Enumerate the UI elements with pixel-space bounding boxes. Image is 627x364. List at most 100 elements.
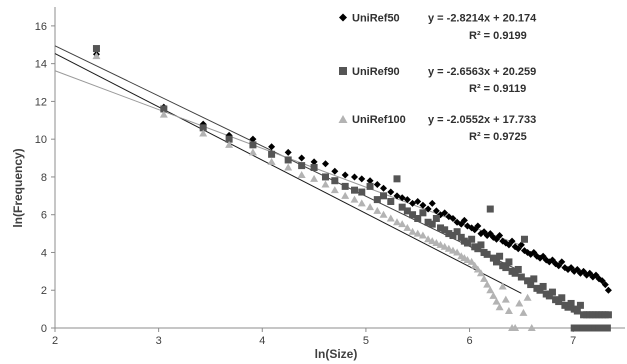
data-point — [298, 155, 305, 162]
data-point — [342, 183, 349, 190]
data-point — [374, 181, 381, 188]
x-tick-label: 4 — [259, 335, 265, 347]
legend-marker-diamond-icon — [339, 14, 347, 22]
data-point — [321, 180, 329, 187]
data-point — [393, 218, 401, 225]
data-point — [515, 299, 523, 306]
data-point — [284, 164, 292, 171]
data-point — [342, 172, 349, 179]
data-point — [285, 149, 292, 156]
data-point — [540, 283, 547, 290]
data-point — [496, 253, 503, 260]
data-point — [502, 296, 510, 303]
series-uniref90 — [93, 45, 612, 331]
y-tick-label: 14 — [35, 59, 47, 71]
data-point — [311, 164, 318, 171]
legend-marker-square-icon — [339, 67, 347, 75]
data-point — [367, 183, 374, 190]
data-point — [505, 258, 512, 265]
data-point — [380, 192, 387, 199]
y-tick-label: 16 — [35, 21, 47, 33]
data-point — [429, 200, 436, 207]
x-tick-label: 3 — [156, 335, 162, 347]
data-point — [605, 287, 612, 294]
data-point — [366, 203, 374, 210]
trendline-r-squared: R² = 0.9199 — [469, 30, 527, 42]
legend-label: UniRef50 — [352, 13, 400, 25]
series-uniref50 — [93, 51, 612, 294]
y-tick-label: 2 — [41, 285, 47, 297]
legend: UniRef50 y = -2.8214x + 20.174 R² = 0.91… — [339, 13, 538, 144]
data-point — [93, 45, 100, 52]
data-point — [358, 199, 366, 206]
data-point — [387, 189, 394, 196]
data-point — [374, 196, 381, 203]
data-point — [387, 198, 394, 205]
data-point — [358, 189, 365, 196]
data-point — [380, 211, 388, 218]
data-point — [351, 173, 358, 180]
data-point — [310, 175, 318, 182]
data-point — [331, 177, 338, 184]
data-point — [549, 289, 556, 296]
data-point — [322, 160, 329, 167]
data-point — [519, 309, 527, 316]
y-tick-label: 8 — [41, 172, 47, 184]
data-point — [298, 171, 306, 178]
data-point — [351, 196, 359, 203]
trendline-equation: y = -2.0552x + 17.733 — [428, 114, 536, 126]
data-point — [322, 173, 329, 180]
data-point — [331, 168, 338, 175]
legend-entry-uniref100: UniRef100 y = -2.0552x + 17.733 R² = 0.9… — [339, 114, 537, 143]
legend-entry-uniref90: UniRef90 y = -2.6563x + 20.259 R² = 0.91… — [339, 66, 536, 95]
data-point — [521, 236, 528, 243]
y-axis-ticks: 0246810121416 — [35, 21, 55, 335]
data-point — [92, 52, 100, 59]
data-point — [351, 187, 358, 194]
data-point — [380, 185, 387, 192]
data-point — [358, 175, 365, 182]
x-tick-label: 2 — [52, 335, 58, 347]
y-tick-label: 6 — [41, 210, 47, 222]
trendline-uniref50 — [55, 54, 521, 294]
trendline-equation: y = -2.6563x + 20.259 — [428, 66, 536, 78]
data-point — [298, 162, 305, 169]
data-point — [285, 156, 292, 163]
data-point — [477, 241, 484, 248]
trendline-r-squared: R² = 0.9725 — [469, 131, 527, 143]
data-points — [92, 45, 611, 331]
x-axis-ticks: 2 3 4 5 6 7 — [52, 328, 576, 347]
data-point — [577, 302, 584, 309]
y-tick-label: 10 — [35, 134, 47, 146]
data-point — [387, 214, 395, 221]
legend-label: UniRef100 — [352, 114, 406, 126]
data-point — [515, 266, 522, 273]
x-tick-label: 5 — [363, 335, 369, 347]
data-point — [518, 274, 525, 281]
data-point — [530, 275, 537, 282]
data-point — [331, 186, 339, 193]
data-point — [419, 209, 426, 216]
x-axis-title: ln(Size) — [315, 347, 358, 361]
data-point — [394, 175, 401, 182]
data-point — [558, 294, 565, 301]
data-point — [268, 158, 276, 165]
data-point — [487, 206, 494, 213]
data-point — [249, 148, 257, 155]
y-axis-title: ln(Frequency) — [11, 148, 25, 227]
x-tick-label: 6 — [466, 335, 472, 347]
data-point — [341, 192, 349, 199]
data-point — [484, 251, 491, 258]
data-point — [268, 151, 275, 158]
y-tick-label: 0 — [41, 323, 47, 335]
x-tick-label: 7 — [570, 335, 576, 347]
data-point — [605, 311, 612, 318]
legend-label: UniRef90 — [352, 66, 400, 78]
legend-entry-uniref50: UniRef50 y = -2.8214x + 20.174 R² = 0.91… — [339, 13, 537, 43]
data-point — [468, 236, 475, 243]
data-point — [505, 307, 513, 314]
data-point — [524, 294, 532, 301]
data-point — [499, 282, 507, 289]
y-tick-label: 4 — [41, 247, 47, 259]
